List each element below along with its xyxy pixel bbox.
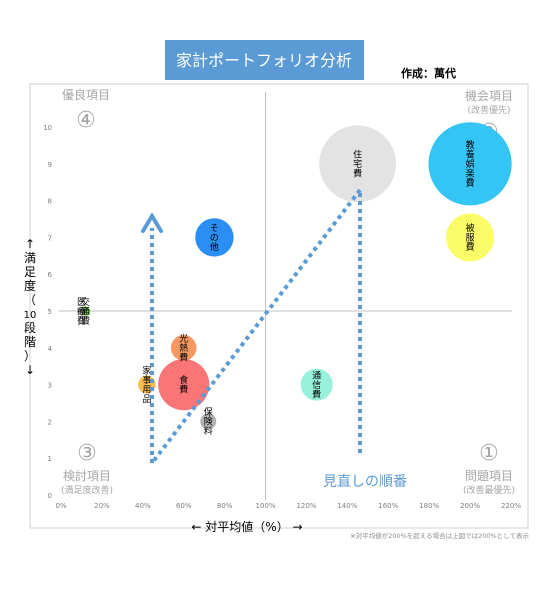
review-order-arrows (150, 188, 362, 465)
footnote: ※対平均値が200%を超える場合は上図では200%として表示 (350, 531, 529, 540)
quadrant-1-label: 問題項目 (465, 469, 513, 483)
y-tick-label: 6 (48, 271, 53, 279)
y-tick-label: 8 (48, 198, 52, 206)
x-tick-label: 140% (337, 502, 357, 510)
bubble-label: 住宅費 (353, 149, 362, 180)
y-tick-label: 0 (48, 492, 52, 500)
y-tick-label: 4 (48, 345, 53, 353)
arrow-path-2 (150, 188, 362, 465)
y-tick-label: 2 (48, 418, 52, 426)
x-tick-label: 0% (55, 502, 66, 510)
x-axis-label: ← 対平均値（%） → (191, 519, 302, 534)
x-tick-label: 80% (217, 502, 233, 510)
y-tick-label: 5 (48, 308, 52, 316)
bubble-label: 通信費 (312, 370, 321, 400)
bubble (195, 218, 234, 257)
bubble-label: 教養娯楽費 (466, 139, 475, 189)
bubble (158, 359, 210, 411)
y-tick-label: 9 (48, 161, 52, 169)
quadrant-2-label: 機会項目 (465, 88, 513, 103)
x-tick-label: 40% (135, 502, 151, 510)
bubble-label: 光熱費 (179, 333, 188, 364)
bubble (200, 413, 217, 430)
review-order-label: 見直しの順番 (323, 473, 407, 490)
x-tick-label: 20% (94, 502, 110, 510)
x-tick-label: 60% (176, 502, 192, 510)
bubble-label: 食費 (179, 374, 188, 396)
x-tick-label: 180% (419, 502, 439, 510)
chart-title: 家計ポートフォリオ分析 (176, 51, 352, 70)
y-axis-label: ↑満足度（ 10 段階）↓ (24, 237, 37, 377)
bubble-label: 家事用品 (142, 365, 151, 406)
quadrant-4-label: 優良項目 (62, 87, 110, 102)
bubble-label: その他 (210, 223, 219, 253)
y-axis-ticks: 0 1 2 3 4 5 6 7 8 9 10 (43, 124, 52, 500)
quadrant-3-label: 検討項目 (63, 468, 111, 483)
x-tick-label: 220% (501, 502, 521, 510)
bubble (300, 368, 333, 401)
bubble (428, 122, 512, 206)
bubble (77, 307, 86, 315)
y-tick-label: 10 (43, 124, 52, 132)
y-tick-label: 7 (48, 234, 52, 242)
quadrant-1-sub: (改善最優先) (463, 484, 515, 496)
bubble-label: 交通費 (81, 296, 90, 327)
quadrant-3-number: ③ (77, 441, 97, 466)
bubble-layer (77, 122, 512, 430)
bubble (170, 335, 197, 361)
author-label: 作成：萬代 (401, 66, 456, 80)
bubble-label: 医療費 (77, 297, 86, 327)
quadrant-2-sub: (改善優先) (467, 104, 510, 116)
bubble-label: 保険料 (204, 406, 213, 437)
x-tick-label: 100% (256, 502, 276, 510)
y-tick-label: 3 (48, 382, 52, 390)
bubble-label: 被服費 (466, 222, 475, 253)
title-box (165, 40, 364, 80)
bubble (446, 213, 495, 262)
quadrant-4-number: ④ (76, 108, 96, 133)
x-axis-ticks: 0% 20% 40% 60% 80% 100% 120% 140% 160% 180% 200% 22… (55, 502, 521, 510)
x-tick-label: 200% (460, 502, 480, 510)
bubble (319, 125, 396, 203)
y-tick-label: 1 (48, 455, 52, 463)
x-tick-label: 160% (378, 502, 398, 510)
quadrant-3-sub: (満足度改善) (61, 484, 113, 496)
arrow-head-icon (141, 212, 163, 233)
x-tick-label: 120% (296, 502, 316, 510)
quadrant-1-number: ① (479, 441, 499, 466)
